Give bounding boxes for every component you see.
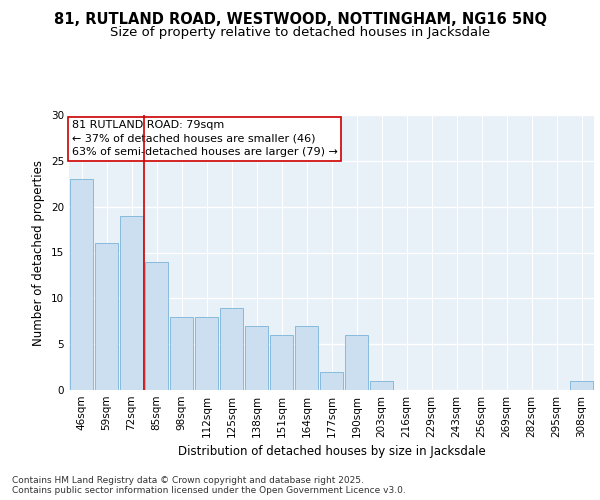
Bar	[570, 381, 593, 390]
Bar	[95, 244, 118, 390]
Bar	[195, 316, 218, 390]
Bar	[370, 381, 393, 390]
Bar	[220, 308, 243, 390]
Bar	[145, 262, 168, 390]
Text: 81, RUTLAND ROAD, WESTWOOD, NOTTINGHAM, NG16 5NQ: 81, RUTLAND ROAD, WESTWOOD, NOTTINGHAM, …	[53, 12, 547, 28]
Bar	[320, 372, 343, 390]
Bar	[70, 179, 93, 390]
Bar	[170, 316, 193, 390]
Bar	[270, 335, 293, 390]
Y-axis label: Number of detached properties: Number of detached properties	[32, 160, 46, 346]
Text: 81 RUTLAND ROAD: 79sqm
← 37% of detached houses are smaller (46)
63% of semi-det: 81 RUTLAND ROAD: 79sqm ← 37% of detached…	[71, 120, 337, 157]
Bar	[245, 326, 268, 390]
Bar	[345, 335, 368, 390]
Bar	[295, 326, 318, 390]
Bar	[120, 216, 143, 390]
Text: Size of property relative to detached houses in Jacksdale: Size of property relative to detached ho…	[110, 26, 490, 39]
X-axis label: Distribution of detached houses by size in Jacksdale: Distribution of detached houses by size …	[178, 446, 485, 458]
Text: Contains HM Land Registry data © Crown copyright and database right 2025.
Contai: Contains HM Land Registry data © Crown c…	[12, 476, 406, 495]
